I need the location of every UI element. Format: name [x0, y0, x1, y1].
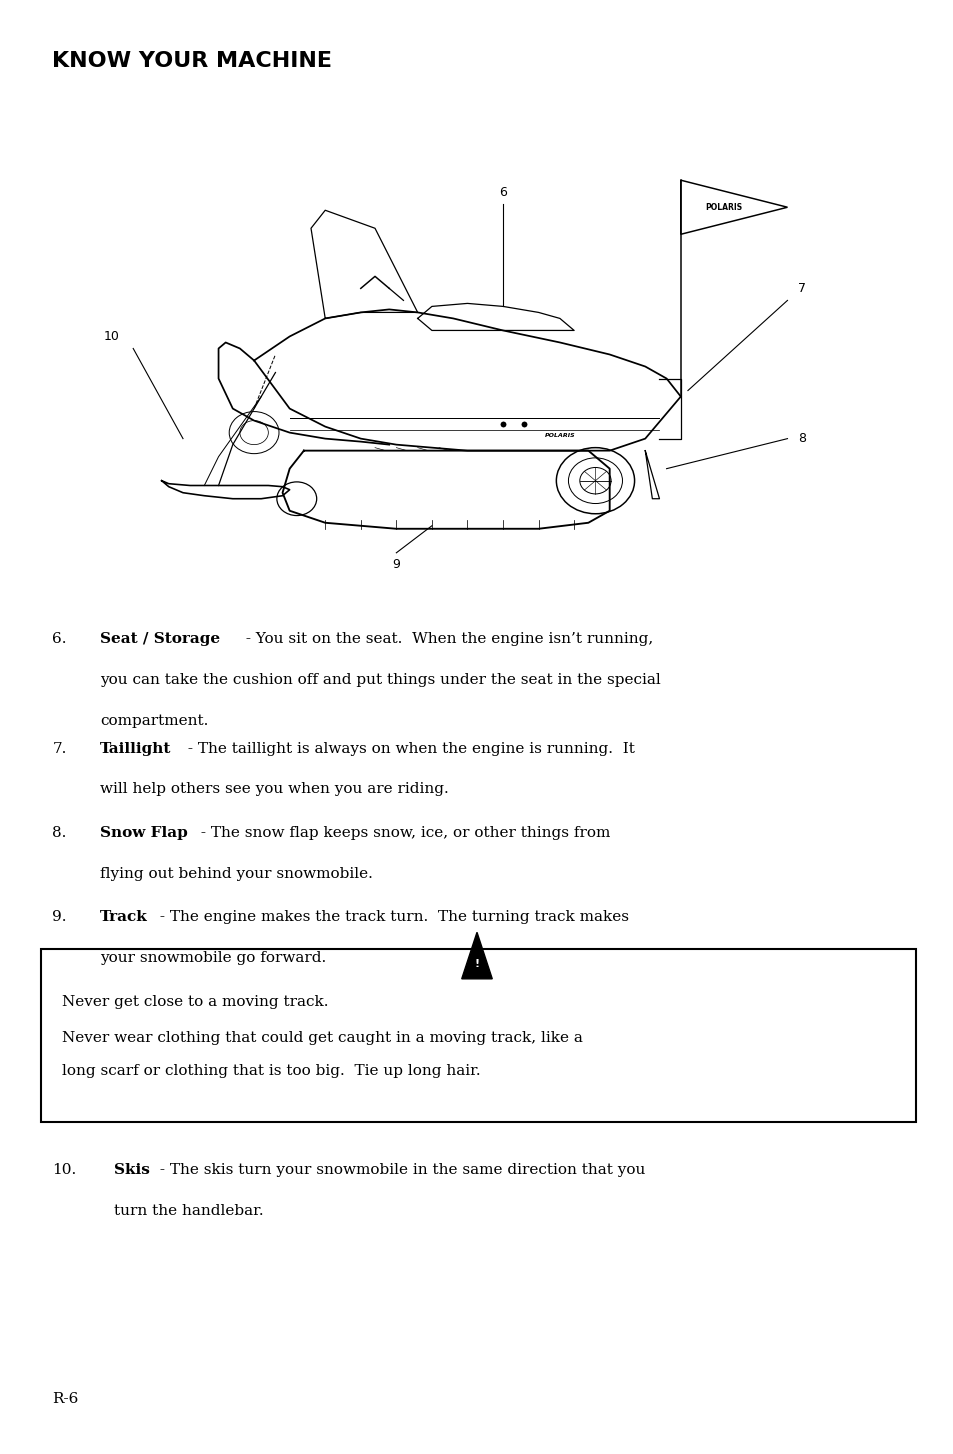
Text: POLARIS: POLARIS [704, 202, 741, 212]
Text: 9: 9 [392, 558, 400, 571]
Text: Snow Flap: Snow Flap [100, 826, 188, 840]
Text: Skis: Skis [114, 1163, 151, 1178]
Text: 6: 6 [498, 186, 506, 199]
Text: Taillight: Taillight [100, 742, 172, 756]
Text: !: ! [474, 958, 479, 968]
Text: your snowmobile go forward.: your snowmobile go forward. [100, 951, 326, 965]
Text: compartment.: compartment. [100, 714, 209, 728]
Text: you can take the cushion off and put things under the seat in the special: you can take the cushion off and put thi… [100, 673, 660, 688]
Text: - The snow flap keeps snow, ice, or other things from: - The snow flap keeps snow, ice, or othe… [195, 826, 609, 840]
Text: Seat / Storage: Seat / Storage [100, 632, 220, 647]
Text: R-6: R-6 [52, 1391, 79, 1406]
Text: turn the handlebar.: turn the handlebar. [114, 1204, 264, 1218]
Text: 9.: 9. [52, 910, 67, 925]
Text: Track: Track [100, 910, 148, 925]
Text: POLARIS: POLARIS [544, 433, 575, 438]
Text: - You sit on the seat.  When the engine isn’t running,: - You sit on the seat. When the engine i… [241, 632, 653, 647]
Text: 7.: 7. [52, 742, 67, 756]
Text: KNOW YOUR MACHINE: KNOW YOUR MACHINE [52, 51, 333, 71]
Text: 6.: 6. [52, 632, 67, 647]
Text: 8.: 8. [52, 826, 67, 840]
Text: Never get close to a moving track.: Never get close to a moving track. [62, 995, 328, 1009]
Text: - The skis turn your snowmobile in the same direction that you: - The skis turn your snowmobile in the s… [154, 1163, 644, 1178]
Text: long scarf or clothing that is too big.  Tie up long hair.: long scarf or clothing that is too big. … [62, 1064, 480, 1079]
Text: flying out behind your snowmobile.: flying out behind your snowmobile. [100, 867, 373, 881]
Text: 7: 7 [797, 282, 805, 295]
Text: 10.: 10. [52, 1163, 76, 1178]
Text: 10: 10 [104, 330, 120, 343]
Text: will help others see you when you are riding.: will help others see you when you are ri… [100, 782, 449, 797]
Text: - The engine makes the track turn.  The turning track makes: - The engine makes the track turn. The t… [154, 910, 628, 925]
Text: Never wear clothing that could get caught in a moving track, like a: Never wear clothing that could get caugh… [62, 1031, 582, 1045]
Polygon shape [461, 932, 492, 979]
Text: 8: 8 [797, 432, 805, 445]
Text: - The taillight is always on when the engine is running.  It: - The taillight is always on when the en… [183, 742, 635, 756]
